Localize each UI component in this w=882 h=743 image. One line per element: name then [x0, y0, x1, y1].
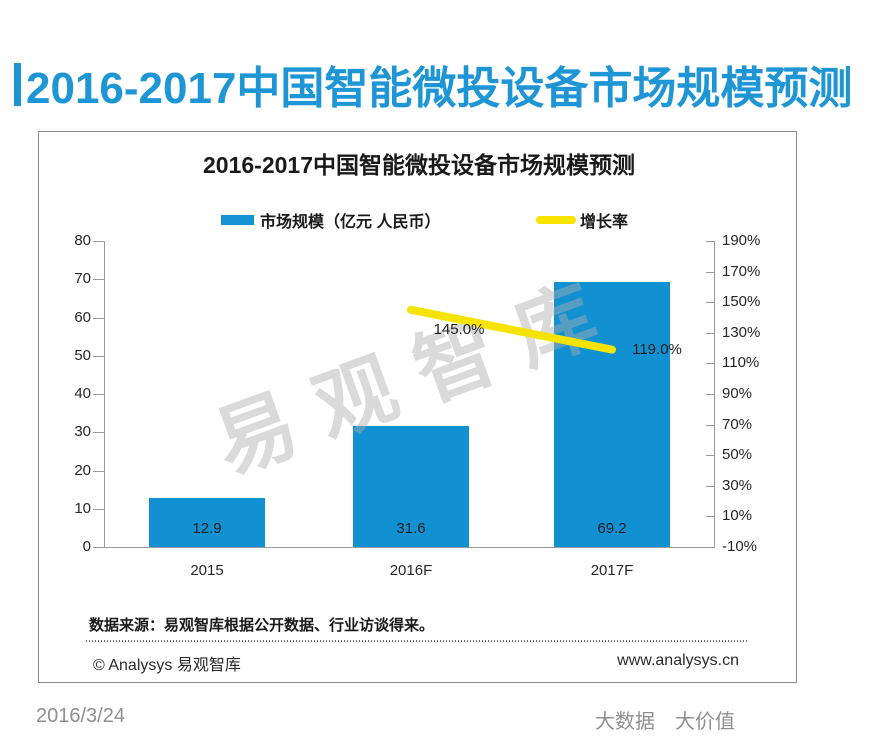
plot-area: 80 70 60 50 40 30 20 10 0 190% 170% 150% 130% 110% 90%… — [39, 132, 796, 682]
bar-2016F — [353, 426, 469, 547]
right-axis-tick-label: 90% — [722, 385, 753, 402]
right-axis-tick-label: 170% — [722, 262, 761, 280]
legend-item-market-size: 市场规模（亿元 人民币） — [221, 209, 440, 231]
right-axis-tick-label: 70% — [722, 415, 753, 433]
left-axis-tick-mark — [93, 355, 104, 357]
left-axis-tick-label: 60 — [74, 308, 91, 326]
chart-panel: 2016-2017中国智能微投设备市场规模预测 市场规模（亿元 人民币） 增长率… — [38, 131, 797, 683]
left-axis-tick-label: 20 — [74, 461, 91, 479]
title-accent-bar — [14, 62, 21, 106]
right-axis-tick-label: 50% — [722, 446, 753, 464]
left-axis-tick-label: 30 — [74, 423, 91, 441]
growth-rate-line — [407, 305, 616, 354]
right-axis-tick-label: -10% — [722, 538, 758, 555]
right-axis-tick-mark — [706, 516, 714, 518]
footer-slogan: 大数据 大价值 — [595, 711, 735, 733]
right-axis-tick-mark — [706, 302, 714, 304]
left-axis-tick-mark — [93, 279, 104, 281]
dotted-divider — [86, 640, 748, 642]
bar-value-label: 31.6 — [396, 520, 426, 537]
left-axis-tick-label: 70 — [74, 270, 91, 288]
copyright-text: © Analysys 易观智库 — [93, 657, 241, 674]
right-axis-tick-label: 150% — [722, 293, 761, 311]
right-axis-tick-label: 110% — [722, 354, 760, 372]
x-axis-line — [104, 547, 715, 548]
x-axis-label-2017F: 2017F — [590, 562, 634, 579]
bar-2015 — [149, 497, 265, 547]
bar-value-label: 69.2 — [597, 520, 627, 537]
bar-value-label: 12.9 — [192, 520, 222, 537]
right-axis-tick-mark — [706, 363, 714, 365]
x-axis-label-2016F: 2016F — [389, 562, 433, 579]
legend-label-growth-rate: 增长率 — [580, 214, 629, 231]
legend-item-growth-rate: 增长率 — [536, 209, 628, 231]
left-axis-tick-label: 50 — [74, 346, 91, 364]
growth-rate-data-label: 119.0% — [632, 340, 682, 358]
left-axis-tick-mark — [93, 547, 104, 548]
left-axis-tick-mark — [93, 394, 104, 395]
right-axis-tick-mark — [706, 332, 714, 334]
left-axis-line — [104, 241, 105, 547]
left-axis-tick-mark — [93, 241, 104, 242]
chart-title: 2016-2017中国智能微投设备市场规模预测 — [203, 152, 635, 178]
right-axis-tick-mark — [706, 424, 714, 426]
right-axis-tick-mark — [706, 485, 714, 487]
left-axis-tick-mark — [93, 470, 104, 472]
footer-date: 2016/3/24 — [36, 705, 125, 727]
line-series-swatch — [536, 216, 576, 224]
bar-2017F — [554, 282, 670, 547]
right-axis-tick-mark — [706, 394, 714, 395]
left-axis-tick-label: 10 — [74, 499, 91, 517]
left-axis-tick-mark — [93, 432, 104, 434]
right-axis-tick-mark — [706, 455, 714, 457]
right-axis-tick-mark — [706, 271, 714, 273]
right-axis-tick-label: 190% — [722, 232, 761, 249]
page-title: 2016-2017中国智能微投设备市场规模预测 — [26, 64, 853, 113]
left-axis-tick-mark — [93, 317, 104, 319]
legend-label-market-size: 市场规模（亿元 人民币） — [260, 214, 441, 231]
bar-series-swatch — [221, 215, 254, 225]
right-axis-tick-label: 30% — [722, 476, 753, 494]
right-axis-tick-label: 10% — [722, 507, 753, 525]
right-axis-tick-mark — [706, 241, 714, 242]
left-axis-tick-label: 0 — [82, 538, 91, 555]
right-axis-tick-label: 130% — [722, 323, 761, 341]
source-note: 数据来源：易观智库根据公开数据、行业访谈得来。 — [89, 617, 435, 634]
right-axis-line — [714, 241, 715, 547]
x-axis-label-2015: 2015 — [190, 562, 224, 579]
report-header: 2016-2017中国智能微投设备市场规模预测 — [14, 52, 852, 116]
right-axis-tick-mark — [706, 547, 714, 548]
left-axis-tick-mark — [93, 508, 104, 510]
website-url: www.analysys.cn — [617, 652, 739, 669]
left-axis-tick-label: 40 — [74, 385, 91, 402]
left-axis-tick-label: 80 — [74, 232, 91, 249]
growth-rate-data-label: 145.0% — [433, 320, 485, 338]
